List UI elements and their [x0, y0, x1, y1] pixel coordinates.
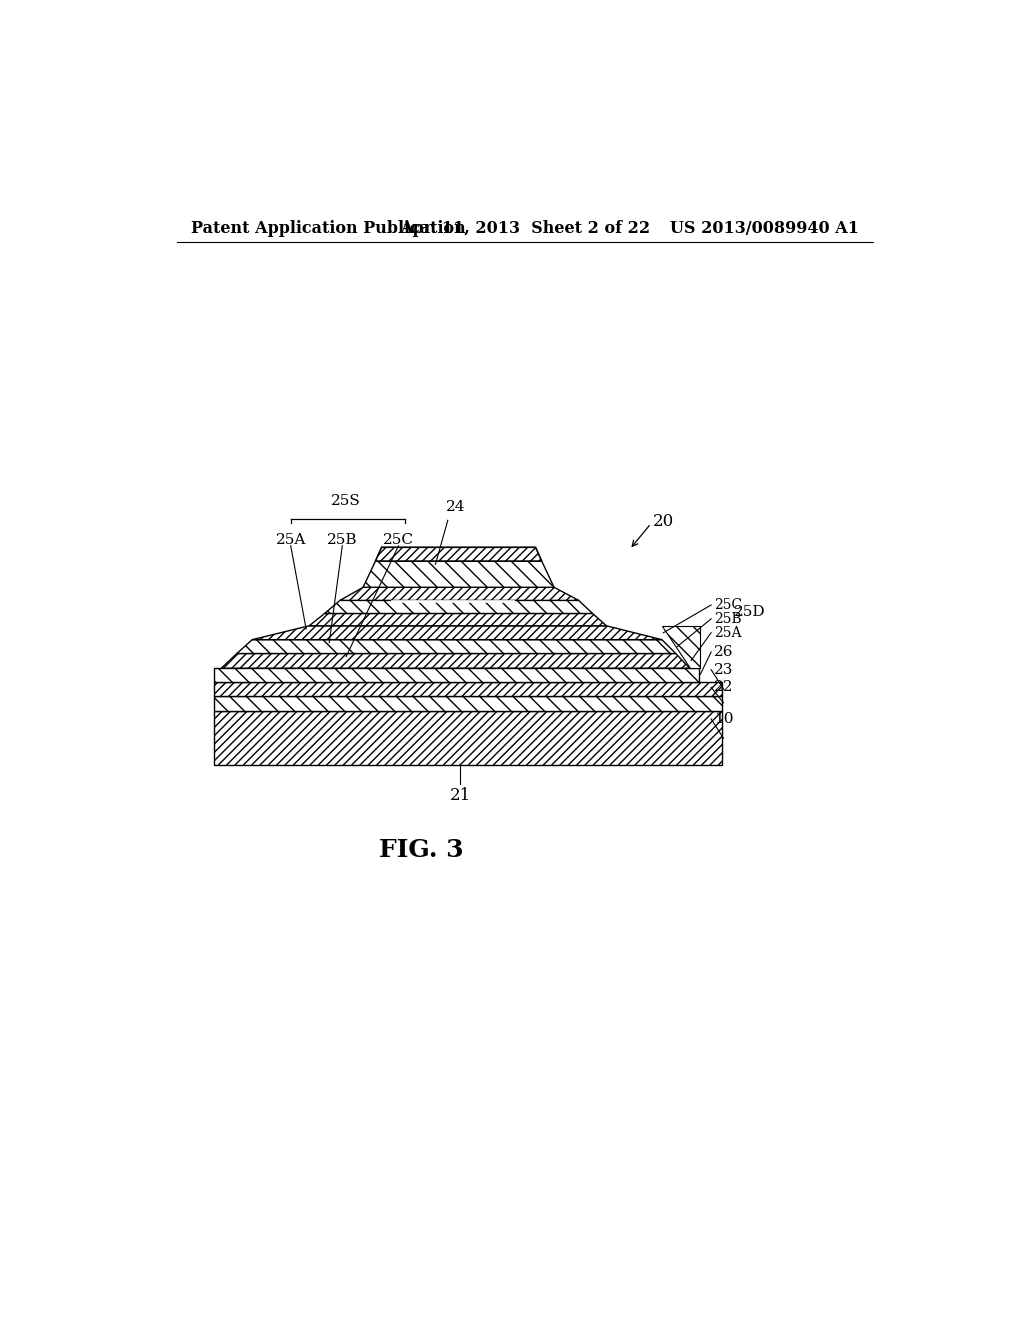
Text: 25A: 25A [714, 626, 741, 640]
Polygon shape [221, 653, 689, 668]
Text: 20: 20 [652, 512, 674, 529]
Polygon shape [340, 587, 579, 601]
Text: 23: 23 [714, 663, 733, 677]
Polygon shape [237, 640, 676, 653]
Polygon shape [391, 601, 514, 602]
Text: US 2013/0089940 A1: US 2013/0089940 A1 [670, 220, 859, 238]
Text: 25A: 25A [275, 533, 306, 546]
Text: 26: 26 [714, 645, 734, 659]
Text: 25D: 25D [734, 605, 766, 619]
Text: 22: 22 [714, 680, 734, 694]
Polygon shape [214, 696, 722, 711]
Text: 25C: 25C [714, 598, 742, 612]
Text: 10: 10 [714, 711, 734, 726]
Text: 21: 21 [450, 787, 471, 804]
Polygon shape [376, 548, 542, 561]
Text: 25B: 25B [327, 533, 357, 546]
Polygon shape [662, 626, 700, 668]
Text: 25B: 25B [714, 612, 741, 626]
Text: Apr. 11, 2013  Sheet 2 of 22: Apr. 11, 2013 Sheet 2 of 22 [399, 220, 650, 238]
Text: 24: 24 [446, 500, 466, 515]
Text: FIG. 3: FIG. 3 [379, 837, 464, 862]
Polygon shape [364, 561, 554, 587]
Polygon shape [325, 601, 593, 614]
Text: 25S: 25S [332, 494, 361, 508]
Polygon shape [252, 626, 662, 640]
Polygon shape [214, 711, 722, 766]
Polygon shape [214, 668, 698, 682]
Text: Patent Application Publication: Patent Application Publication [190, 220, 465, 238]
Polygon shape [214, 682, 722, 696]
Polygon shape [309, 614, 606, 626]
Text: 25C: 25C [383, 533, 414, 546]
